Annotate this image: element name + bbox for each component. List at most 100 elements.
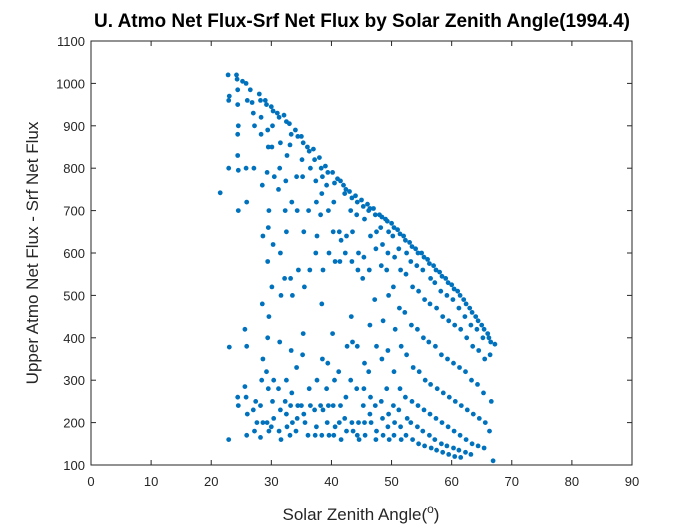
- data-point: [259, 301, 265, 307]
- data-point: [274, 110, 280, 116]
- x-tick-label: 40: [324, 474, 338, 489]
- data-point: [249, 100, 255, 105]
- data-point: [410, 437, 415, 442]
- data-point: [446, 394, 452, 400]
- data-point: [338, 403, 343, 408]
- data-point: [300, 331, 306, 336]
- data-point: [268, 424, 274, 430]
- data-point: [276, 114, 282, 120]
- data-point: [487, 352, 493, 358]
- data-point: [391, 432, 397, 438]
- data-point: [368, 394, 373, 400]
- data-point: [317, 155, 322, 161]
- data-point: [265, 335, 271, 341]
- data-point: [427, 411, 433, 417]
- data-point: [452, 399, 458, 404]
- x-axis-label: Solar Zenith Angle(o): [283, 502, 440, 524]
- data-point: [386, 293, 391, 298]
- data-point: [468, 452, 474, 457]
- data-point: [326, 250, 332, 256]
- data-point: [378, 263, 384, 269]
- data-point: [463, 449, 468, 455]
- data-point: [391, 284, 396, 290]
- data-point: [458, 455, 464, 460]
- data-point: [235, 394, 241, 400]
- data-point: [362, 420, 367, 425]
- data-point: [314, 199, 319, 205]
- data-point: [475, 318, 481, 324]
- axis-ticks: 0 10 20 30 40 50 60 70 80 90 100 200 300 400 500 600 700…: [56, 34, 639, 489]
- data-point: [449, 282, 455, 288]
- data-point: [301, 229, 307, 235]
- data-point: [427, 432, 432, 438]
- data-point: [354, 343, 360, 349]
- data-point: [299, 403, 304, 408]
- y-tick-label: 300: [63, 373, 85, 388]
- data-point: [350, 428, 356, 434]
- data-point: [481, 445, 487, 451]
- data-point: [404, 416, 410, 421]
- y-tick-label: 1100: [57, 34, 85, 49]
- data-point: [361, 386, 367, 392]
- data-point: [434, 386, 440, 392]
- data-point: [320, 174, 325, 180]
- data-point: [258, 114, 264, 120]
- data-point: [260, 420, 266, 425]
- data-point: [254, 420, 260, 425]
- data-point: [354, 199, 360, 205]
- data-point: [426, 339, 432, 345]
- data-point: [368, 233, 373, 239]
- data-point: [266, 208, 272, 214]
- data-point: [290, 293, 295, 298]
- data-point: [403, 271, 409, 277]
- data-point: [409, 244, 415, 250]
- data-point: [378, 225, 384, 231]
- data-point: [444, 293, 450, 298]
- data-point: [360, 403, 366, 408]
- data-point: [308, 165, 313, 171]
- data-point: [324, 386, 329, 392]
- data-point: [319, 301, 325, 307]
- data-point: [488, 399, 494, 404]
- data-point: [490, 458, 496, 464]
- data-point: [386, 411, 391, 417]
- data-point: [416, 441, 421, 447]
- data-point: [260, 233, 266, 239]
- data-point: [299, 134, 304, 139]
- data-point: [380, 318, 386, 324]
- data-point: [225, 72, 231, 78]
- data-point: [445, 356, 450, 362]
- data-point: [300, 352, 305, 358]
- y-axis-label: Upper Atmo Net Flux - Srf Net Flux: [23, 121, 42, 384]
- data-point: [252, 123, 257, 129]
- data-point: [415, 250, 421, 256]
- data-point: [331, 199, 337, 205]
- data-point: [384, 218, 390, 224]
- data-point: [438, 288, 444, 294]
- data-point: [294, 174, 299, 180]
- data-point: [330, 403, 336, 408]
- x-tick-label: 0: [87, 474, 94, 489]
- data-point: [265, 127, 271, 133]
- data-point: [389, 220, 394, 226]
- data-point: [439, 441, 444, 447]
- data-point: [343, 187, 349, 192]
- data-point: [385, 250, 391, 256]
- data-point: [392, 326, 398, 332]
- data-point: [338, 237, 344, 243]
- data-point: [226, 437, 232, 442]
- data-point: [284, 377, 289, 383]
- data-point: [343, 394, 349, 400]
- data-point: [325, 360, 331, 366]
- data-point: [415, 403, 421, 408]
- data-point: [258, 435, 263, 440]
- data-point: [397, 231, 403, 237]
- data-point: [354, 386, 360, 392]
- data-point: [439, 273, 445, 279]
- data-point: [344, 233, 349, 239]
- data-point: [452, 454, 458, 459]
- data-point: [469, 441, 475, 447]
- data-point: [287, 121, 292, 127]
- data-point: [463, 301, 469, 307]
- data-point: [305, 144, 310, 150]
